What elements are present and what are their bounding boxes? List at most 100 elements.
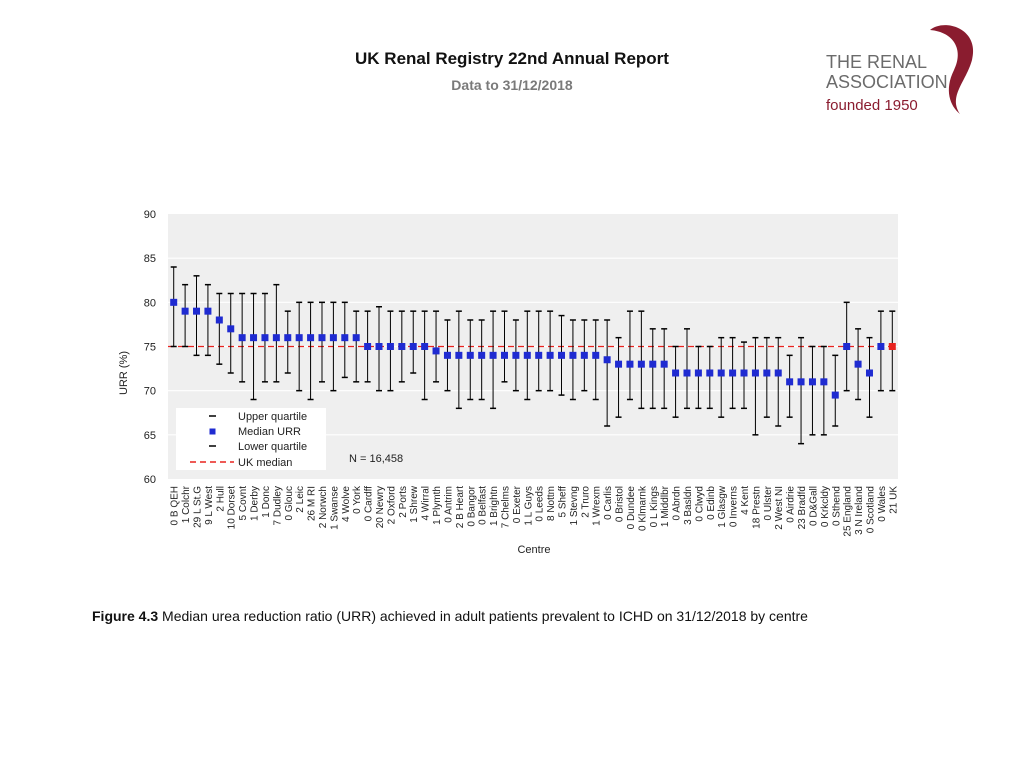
logo-swoosh [930,25,974,114]
centre-label: 1 Middlbr [660,485,671,527]
centre-label: 0 B QEH [170,486,181,525]
centre-label: 2 Norwch [318,486,329,528]
median-point [307,334,315,342]
median-point [877,343,885,350]
centre-label: 0 Carlis [603,486,614,520]
y-tick-label: 70 [144,386,156,398]
y-tick-label: 60 [144,474,156,486]
centre-label: 2 Ports [398,486,409,518]
median-point [500,351,508,359]
median-point [227,325,235,333]
centre-label: 0 Klmarnk [637,485,648,531]
centre-label: 5 Sheff [558,486,569,518]
median-point [386,343,394,350]
median-point [649,360,657,368]
legend-box [176,408,326,470]
median-point [854,360,862,368]
y-tick-label: 80 [144,297,156,309]
centre-label: 20 Newry [375,486,386,528]
centre-label: 0 Wales [877,486,888,522]
median-point [592,351,600,359]
centre-label: 1 Brightn [489,486,500,526]
legend-uk-median-label: UK median [238,457,292,469]
centre-label: 26 M RI [307,486,318,521]
median-point [603,356,611,364]
median-point [455,351,463,359]
median-point [238,334,246,342]
figure-caption-text: Median urea reduction ratio (URR) achiev… [158,608,808,624]
centre-label: 0 Cardff [364,486,375,522]
median-point [512,351,520,359]
centre-label: 10 Dorset [227,486,238,530]
y-tick-label: 65 [144,430,156,442]
median-point [786,378,794,386]
centre-label: 0 Scotland [865,486,876,533]
median-point [443,351,451,359]
median-point [250,334,258,342]
median-point [466,351,474,359]
urr-chart: 60 65 70 75 80 85 90 URR (%) 0 B QEH 1 Colchr 29… [118,209,899,556]
median-point [580,351,588,359]
y-tick-label: 75 [144,342,156,354]
median-point [774,369,782,377]
y-axis-label: URR (%) [118,351,130,395]
sample-size-label: N = 16,458 [349,453,403,465]
median-point [797,378,805,386]
y-tick-label: 85 [144,253,156,265]
median-point [615,360,623,368]
median-point [364,343,372,350]
centre-label: 0 Dundee [626,486,637,530]
centre-label: 3 N Ireland [854,486,865,535]
centre-label: 0 York [352,485,363,514]
logo-line-3: founded 1950 [826,97,918,114]
median-point [820,378,828,386]
median-point [215,316,223,324]
centre-label: 1 Swanse [329,486,340,530]
median-point [535,351,543,359]
centre-label: 4 Kent [740,486,751,515]
centre-label: 2 Oxford [386,486,397,524]
centre-label: 0 Glouc [284,486,295,520]
median-point [729,369,737,377]
median-point [341,334,349,342]
centre-label: 8 Nottm [546,486,557,521]
centre-label: 1 Derby [250,486,261,521]
median-point [284,334,292,342]
centre-label: 0 Exeter [512,485,523,523]
report-subtitle: Data to 31/12/2018 [451,77,573,93]
median-point [272,334,280,342]
x-axis-label: Centre [517,544,550,556]
median-point [751,369,759,377]
centre-label: 0 L Kings [649,486,660,527]
centre-label: 1 Donc [261,486,272,518]
logo-line-2: ASSOCIATION [826,72,948,92]
centre-label: 0 Bristol [615,486,626,522]
centre-label: 4 Wolve [341,486,352,522]
centre-label: 23 Bradfd [797,486,808,529]
logo-line-1: THE RENAL [826,52,927,72]
median-point [843,343,851,350]
centre-label: 21 UK [888,486,899,514]
report-title: UK Renal Registry 22nd Annual Report [355,49,669,68]
centre-label: 2 Truro [580,486,591,518]
centre-label: 2 Hull [215,486,226,512]
centre-label: 0 Bangor [466,485,477,526]
centre-label: 1 Glasgw [717,485,728,527]
centre-label: 7 Chelms [500,486,511,528]
median-point [193,307,201,315]
centre-label: 18 Prestn [751,486,762,529]
centre-label: 4 Wirral [421,486,432,520]
centre-label: 0 Krkcldy [820,486,831,527]
centre-label: 2 West NI [774,486,785,530]
median-point [637,360,645,368]
renal-association-logo: THE RENAL ASSOCIATION founded 1950 [826,25,974,114]
median-point [421,343,429,350]
legend-lower-label: Lower quartile [238,441,307,453]
centre-label: 2 Leic [295,486,306,513]
centre-label: 1 Plymth [432,486,443,525]
centre-label: 0 Clwyd [694,486,705,522]
centre-label: 7 Dudley [272,486,283,525]
legend: Upper quartile Median URR Lower quartile… [176,408,326,470]
median-point [626,360,634,368]
centre-label: 0 Sthend [831,486,842,526]
